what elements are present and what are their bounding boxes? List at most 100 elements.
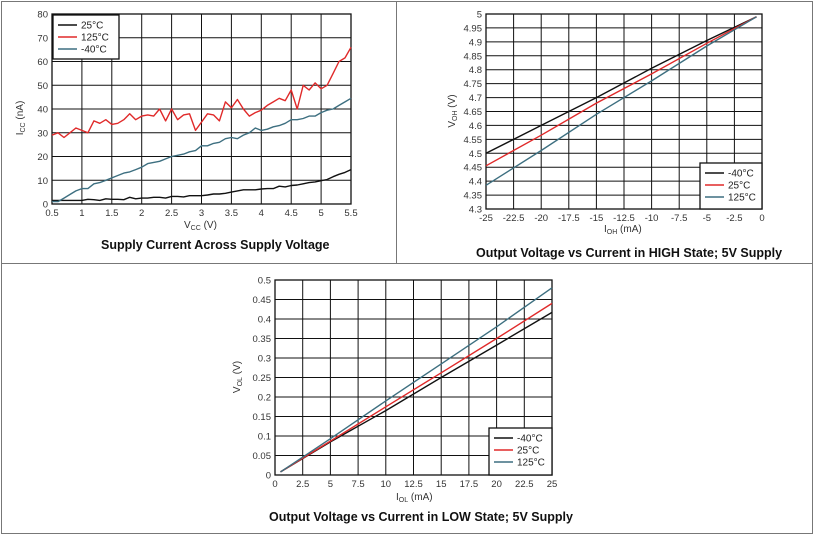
chart2-xlabel-unit: (mA) [617, 224, 642, 235]
y-tick-label: 4.8 [469, 65, 482, 76]
x-tick-label: 5 [318, 208, 323, 219]
chart2-xlabel-main: I [604, 224, 607, 235]
x-tick-label: -25 [479, 213, 493, 224]
x-tick-label: 20 [491, 479, 502, 490]
chart-1: 0.5 1 1.5 2 2.5 3 3.5 4 4.5 5 5.5 0 10 20 30 40 50 60 70 80… [37, 10, 357, 220]
chart3-xlabel-unit: (mA) [408, 492, 433, 503]
chart1-ylabel: ICC (nA) [15, 93, 27, 143]
y-tick-label: 4.35 [464, 191, 483, 202]
chart1-xlabel-unit: (V) [200, 220, 217, 231]
series-line-minus40c [485, 16, 757, 154]
y-tick-label: 40 [37, 105, 48, 116]
y-tick-label: 4.9 [469, 37, 482, 48]
series-line-125c [51, 46, 352, 139]
legend-label: -40°C [728, 169, 754, 180]
chart3-ylabel-sub: OL [237, 377, 244, 387]
x-tick-label: -22.5 [503, 213, 525, 224]
y-tick-label: 0.3 [258, 354, 271, 365]
x-tick-label: 0.5 [45, 208, 58, 219]
series-line-125c [280, 287, 553, 473]
x-tick-label: 10 [381, 479, 392, 490]
chart3-title: Output Voltage vs Current in LOW State; … [269, 510, 573, 524]
y-tick-label: 4.5 [469, 149, 482, 160]
legend-label: 25°C [517, 446, 539, 457]
x-tick-label: 1 [79, 208, 84, 219]
legend-label: 125°C [728, 193, 756, 204]
y-tick-label: 0.5 [258, 276, 271, 287]
chart1-xlabel: VCC (V) [184, 220, 217, 232]
x-tick-label: 2.5 [296, 479, 309, 490]
chart2-xlabel-sub: OH [606, 229, 618, 236]
chart-3: 0 2.5 5 7.5 10 12.5 15 17.5 20 22.5 25 0 0.05 0.1 0.15… [253, 276, 558, 491]
chart2-ylabel-unit: (V) [447, 94, 458, 111]
chart1-title: Supply Current Across Supply Voltage [101, 238, 330, 252]
legend-box [488, 427, 553, 476]
x-tick-label: 3.5 [225, 208, 238, 219]
x-tick-label: 2.5 [165, 208, 178, 219]
plot-border [274, 279, 553, 476]
series-line-125c [485, 16, 757, 186]
x-tick-label: 3 [199, 208, 204, 219]
y-tick-label: 4.45 [464, 163, 483, 174]
x-tick-label: 12.5 [404, 479, 423, 490]
y-tick-label: 5 [477, 10, 482, 21]
y-tick-label: 4.7 [469, 93, 482, 104]
y-tick-label: 0.4 [258, 315, 271, 326]
x-tick-label: -12.5 [613, 213, 635, 224]
x-tick-label: 0 [759, 213, 764, 224]
y-tick-label: 0.25 [253, 373, 272, 384]
chart3-ylabel-unit: (V) [232, 360, 243, 378]
x-tick-label: 2 [139, 208, 144, 219]
y-tick-label: 30 [37, 128, 48, 139]
chart1-xlabel-main: V [184, 220, 191, 231]
panel-vol [1, 263, 813, 534]
x-tick-label: 1.5 [105, 208, 118, 219]
chart2-ylabel: VOH (V) [447, 86, 459, 136]
legend-label: -40°C [517, 434, 543, 445]
plot-border [51, 13, 352, 205]
series-line-minus40c [52, 97, 352, 203]
legend-label: 25°C [728, 181, 750, 192]
chart2-title: Output Voltage vs Current in HIGH State;… [476, 246, 783, 260]
chart2-ylabel-main: V [447, 120, 458, 128]
x-tick-label: -17.5 [558, 213, 580, 224]
chart3-ylabel: VOL (V) [232, 352, 244, 402]
y-tick-label: 0 [43, 200, 48, 211]
y-tick-label: 0.05 [253, 451, 272, 462]
y-tick-label: 4.65 [464, 107, 483, 118]
series-line-25c [280, 302, 553, 473]
x-tick-label: -5 [703, 213, 711, 224]
chart3-xlabel-sub: OL [398, 497, 409, 504]
legend-label: -40°C [81, 45, 107, 56]
x-tick-label: -7.5 [671, 213, 687, 224]
x-tick-label: 4.5 [285, 208, 298, 219]
y-tick-label: 4.75 [464, 79, 483, 90]
y-tick-label: 4.95 [464, 23, 483, 34]
y-tick-label: 80 [37, 10, 48, 21]
y-tick-label: 4.3 [469, 205, 482, 216]
y-tick-label: 4.6 [469, 121, 482, 132]
chart1-ylabel-sub: CC [20, 122, 27, 133]
chart3-xlabel: IOL (mA) [396, 492, 433, 504]
legend-label: 25°C [81, 21, 103, 32]
x-tick-label: -15 [590, 213, 604, 224]
y-tick-label: 4.55 [464, 135, 483, 146]
chart2-xlabel: IOH (mA) [604, 224, 642, 236]
legend-box [699, 162, 763, 210]
y-tick-label: 4.4 [469, 177, 482, 188]
x-tick-label: 22.5 [515, 479, 534, 490]
x-tick-label: 7.5 [351, 479, 364, 490]
y-tick-label: 70 [37, 33, 48, 44]
x-tick-label: -20 [534, 213, 548, 224]
y-tick-label: 60 [37, 57, 48, 68]
chart3-ylabel-main: V [232, 386, 243, 394]
series-line-25c [52, 168, 352, 202]
chart3-xlabel-main: I [396, 492, 399, 503]
x-tick-label: 5.5 [344, 208, 357, 219]
x-tick-label: 15 [436, 479, 447, 490]
y-tick-label: 4.85 [464, 51, 483, 62]
y-tick-label: 0.15 [253, 412, 272, 423]
chart-2: -25 -22.5 -20 -17.5 -15 -12.5 -10 -7.5 -5 -2.5 0 4.… [464, 10, 765, 225]
